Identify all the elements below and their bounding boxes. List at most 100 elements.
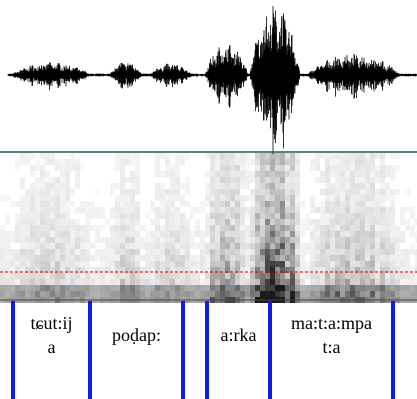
spectrogram-cell	[35, 243, 40, 249]
spectrogram-cell	[240, 195, 245, 201]
interval-label: tɕut:ij	[31, 313, 73, 333]
spectrogram-cell	[320, 273, 325, 279]
spectrogram-cell	[360, 189, 365, 195]
spectrogram-cell	[165, 189, 170, 195]
spectrogram-cell	[45, 201, 50, 207]
spectrogram-cell	[130, 213, 135, 219]
spectrogram-cell	[295, 255, 300, 261]
spectrogram-cell	[235, 249, 240, 255]
spectrogram-cell	[270, 255, 275, 261]
spectrogram-cell	[290, 255, 295, 261]
spectrogram-cell	[265, 189, 270, 195]
spectrogram-cell	[215, 279, 220, 285]
spectrogram-cell	[335, 195, 340, 201]
spectrogram-cell	[65, 165, 70, 171]
spectrogram-cell	[380, 261, 385, 267]
spectrogram-cell	[365, 225, 370, 231]
spectrogram-cell	[70, 201, 75, 207]
spectrogram-cell	[285, 249, 290, 255]
spectrogram-cell	[275, 177, 280, 183]
spectrogram-cell	[255, 219, 260, 225]
spectrogram-cell	[340, 159, 345, 165]
spectrogram-cell	[330, 249, 335, 255]
spectrogram-cell	[250, 189, 255, 195]
spectrogram-cell	[380, 165, 385, 171]
spectrogram-cell	[210, 261, 215, 267]
spectrogram-cell	[115, 237, 120, 243]
spectrogram-cell	[65, 243, 70, 249]
spectrogram-cell	[300, 219, 305, 225]
spectrogram-cell	[360, 255, 365, 261]
spectrogram-cell	[185, 261, 190, 267]
spectrogram-cell	[305, 285, 310, 291]
spectrogram-cell	[95, 285, 100, 291]
spectrogram-cell	[140, 225, 145, 231]
spectrogram-cell	[265, 255, 270, 261]
spectrogram-cell	[240, 249, 245, 255]
spectrogram-cell	[255, 207, 260, 213]
spectrogram-cell	[190, 207, 195, 213]
spectrogram-cell	[380, 255, 385, 261]
spectrogram-cell	[180, 237, 185, 243]
spectrogram-cell	[370, 225, 375, 231]
spectrogram-cell	[165, 165, 170, 171]
spectrogram-cell	[185, 237, 190, 243]
spectrogram-cell	[280, 183, 285, 189]
spectrogram-cell	[270, 153, 275, 159]
spectrogram-cell	[270, 201, 275, 207]
spectrogram-cell	[390, 213, 395, 219]
spectrogram-cell	[290, 195, 295, 201]
spectrogram-cell	[110, 273, 115, 279]
spectrogram-cell	[15, 279, 20, 285]
spectrogram-cell	[35, 189, 40, 195]
spectrogram-cell	[160, 261, 165, 267]
spectrogram-cell	[340, 273, 345, 279]
spectrogram-cell	[255, 189, 260, 195]
spectrogram-cell	[330, 201, 335, 207]
spectrogram-cell	[105, 237, 110, 243]
spectrogram-cell	[115, 201, 120, 207]
spectrogram-cell	[330, 171, 335, 177]
spectrogram-cell	[10, 237, 15, 243]
spectrogram-cell	[35, 165, 40, 171]
spectrogram-cell	[60, 189, 65, 195]
spectrogram-cell	[5, 291, 10, 297]
spectrogram-cell	[250, 195, 255, 201]
spectrogram-cell	[95, 249, 100, 255]
spectrogram-cell	[275, 195, 280, 201]
spectrogram-cell	[400, 273, 405, 279]
spectrogram-cell	[385, 255, 390, 261]
spectrogram-cell	[60, 225, 65, 231]
spectrogram-cell	[350, 225, 355, 231]
spectrogram-cell	[125, 219, 130, 225]
spectrogram-cell	[90, 201, 95, 207]
spectrogram-cell	[345, 279, 350, 285]
spectrogram-cell	[285, 165, 290, 171]
spectrogram-cell	[185, 201, 190, 207]
spectrogram-cell	[150, 279, 155, 285]
spectrogram-cell	[345, 213, 350, 219]
spectrogram-cell	[65, 177, 70, 183]
spectrogram-cell	[55, 165, 60, 171]
spectrogram-cell	[375, 261, 380, 267]
spectrogram-cell	[205, 219, 210, 225]
spectrogram-cell	[80, 237, 85, 243]
spectrogram-cell	[395, 165, 400, 171]
spectrogram-cell	[385, 183, 390, 189]
spectrogram-cell	[355, 237, 360, 243]
spectrogram-cell	[30, 243, 35, 249]
spectrogram-cell	[275, 213, 280, 219]
spectrogram-cell	[225, 243, 230, 249]
spectrogram-cell	[80, 255, 85, 261]
spectrogram-cell	[355, 231, 360, 237]
spectrogram-cell	[70, 237, 75, 243]
spectrogram-cell	[310, 201, 315, 207]
spectrogram-cell	[385, 285, 390, 291]
spectrogram-cell	[135, 207, 140, 213]
spectrogram-cell	[395, 237, 400, 243]
spectrogram-cell	[320, 243, 325, 249]
spectrogram-cell	[220, 207, 225, 213]
spectrogram-cell	[270, 249, 275, 255]
spectrogram-cell	[320, 255, 325, 261]
spectrogram-cell	[235, 237, 240, 243]
